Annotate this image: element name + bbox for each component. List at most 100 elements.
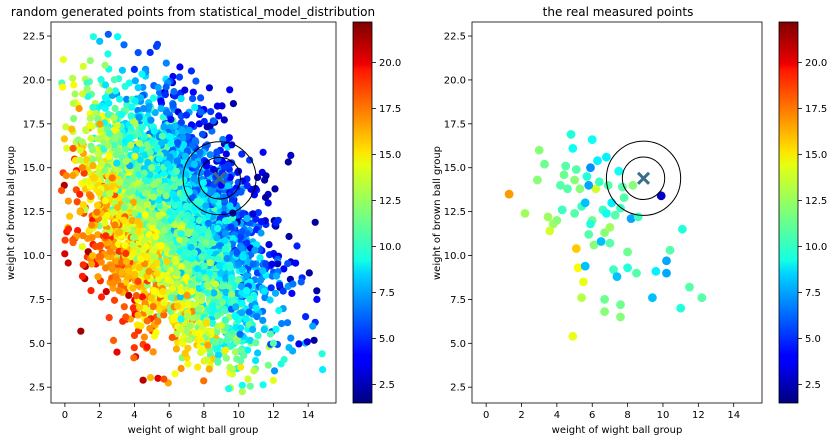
scatter-point [623,247,632,257]
colorbar-tick-label: 20.0 [805,58,827,69]
scatter-point [111,165,119,173]
scatter-point [232,189,241,197]
scatter-point [139,105,148,113]
scatter-point [61,250,69,258]
scatter-point [233,248,241,256]
scatter-point [202,239,210,247]
scatter-point [202,202,210,210]
scatter-point [105,314,113,322]
scatter-point [275,306,283,315]
scatter-point [146,374,155,382]
scatter-point [252,339,260,347]
scatter-point [123,95,131,103]
scatter-point [215,262,224,270]
scatter-point [202,162,210,170]
scatter-point [227,342,235,350]
scatter-point [266,330,274,338]
scatter-point [209,117,217,125]
scatter-point [64,197,72,205]
scatter-point [256,276,264,285]
scatter-point [68,125,76,133]
scatter-point [112,274,120,282]
left-colorbar-gradient [352,21,373,404]
scatter-point [144,158,152,167]
scatter-point [120,303,128,311]
scatter-point [172,345,180,353]
scatter-point [190,302,198,310]
scatter-point [118,268,126,276]
scatter-point [182,111,191,119]
scatter-point [697,293,707,303]
scatter-point [199,347,207,355]
scatter-point [156,202,164,210]
y-tick-label: 22.5 [23,32,45,43]
scatter-point [222,346,230,354]
scatter-point [116,95,124,103]
scatter-point [166,266,174,274]
scatter-point [121,196,129,204]
scatter-point [66,212,74,220]
scatter-point [147,294,155,302]
scatter-point [76,156,84,164]
scatter-point [64,225,73,233]
scatter-point [120,203,128,211]
colorbar-tick-label: 5.0 [379,334,395,345]
scatter-point [110,141,118,149]
scatter-point [271,185,279,193]
scatter-point [137,185,145,193]
scatter-point [123,177,131,185]
scatter-point [134,49,142,57]
scatter-point [69,236,77,244]
scatter-point [568,331,578,341]
scatter-point [244,346,252,354]
scatter-point [177,364,185,373]
scatter-point [196,198,204,207]
scatter-point [175,73,184,81]
scatter-point [552,216,562,225]
scatter-point [221,237,229,245]
x-tick-label: 6 [166,410,172,421]
scatter-point [191,103,199,111]
scatter-point [189,88,197,96]
scatter-point [130,331,139,339]
scatter-point [111,135,119,143]
scatter-point [274,260,282,268]
scatter-point [533,175,542,185]
scatter-point [568,144,578,153]
scatter-point [582,172,592,181]
scatter-point [97,252,105,261]
scatter-point [111,221,119,229]
scatter-point [175,247,184,255]
center-cross-marker [213,171,227,185]
scatter-point [59,83,67,91]
scatter-point [303,338,311,346]
scatter-point [284,158,292,166]
scatter-point [79,201,87,209]
x-tick-label: 4 [554,410,560,421]
right-x-axis-label: weight of wight ball group [552,425,683,436]
colorbar-tick-label: 5.0 [805,334,821,345]
scatter-point [197,336,205,344]
scatter-point [69,74,77,82]
scatter-point [571,165,581,174]
scatter-point [570,175,579,185]
scatter-point [287,334,295,342]
scatter-point [237,233,245,241]
scatter-point [633,212,643,222]
scatter-point [609,265,618,274]
scatter-point [78,90,87,98]
colorbar-tick-label: 2.5 [805,380,821,391]
scatter-point [678,224,687,234]
left-x-axis-label: weight of wight ball group [128,425,259,436]
scatter-point [191,204,199,212]
scatter-point [163,245,171,253]
scatter-point [189,95,197,103]
scatter-point [218,282,226,290]
scatter-point [108,265,116,273]
scatter-point [80,169,88,177]
scatter-point [86,57,94,65]
scatter-point [101,81,110,89]
scatter-point [101,94,109,102]
scatter-point [313,287,321,295]
scatter-point [573,263,583,273]
